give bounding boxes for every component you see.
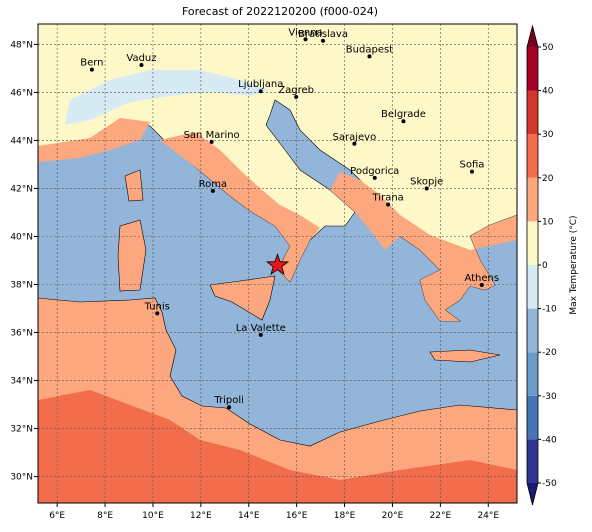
- colorbar-segment: [527, 134, 538, 178]
- city-dot: [321, 38, 326, 43]
- colorbar-label: Max Temperature (°C): [569, 215, 579, 314]
- island-sardinia: [117, 219, 147, 292]
- y-tick-label: 46°N: [10, 88, 33, 98]
- y-tick-label: 44°N: [10, 136, 33, 146]
- city-dot: [294, 94, 299, 99]
- city-dot: [424, 186, 429, 191]
- colorbar-tick-label: 30: [542, 130, 554, 140]
- colorbar-tick-label: 0: [542, 261, 548, 271]
- colorbar-tick-label: -50: [542, 479, 557, 489]
- marker-star: [265, 253, 290, 276]
- colorbar-under: [527, 483, 538, 505]
- y-tick-label: 38°N: [10, 281, 33, 291]
- colorbar-over: [527, 26, 538, 47]
- x-tick-label: 22°E: [430, 511, 452, 521]
- x-tick-label: 24°E: [477, 511, 499, 521]
- city-label: Budapest: [346, 44, 393, 55]
- colorbar-segment: [527, 352, 538, 396]
- x-tick-label: 8°E: [97, 511, 113, 521]
- colorbar-tick-label: 10: [542, 217, 554, 227]
- city-dot: [89, 67, 94, 72]
- island-crete: [429, 349, 501, 363]
- city-dot: [479, 282, 484, 287]
- city-label: Vienna: [288, 27, 322, 38]
- x-tick-label: 12°E: [190, 511, 212, 521]
- city-label: Roma: [199, 179, 228, 190]
- warm-zone: [38, 390, 517, 503]
- city-dot: [209, 139, 214, 144]
- city-label: Zagreb: [278, 85, 314, 96]
- x-tick-label: 10°E: [142, 511, 164, 521]
- city-label: Ljubljana: [238, 79, 283, 90]
- colorbar-segment: [527, 47, 538, 91]
- colorbar-segment: [527, 177, 538, 222]
- city-dot: [258, 332, 263, 337]
- city-label: Athens: [464, 273, 499, 284]
- city-dot: [303, 37, 308, 42]
- colorbar-segment: [527, 221, 538, 265]
- city-dot: [227, 405, 232, 410]
- city-dot: [139, 63, 144, 68]
- warm-coast-west: [38, 118, 150, 162]
- colorbar-tick-label: 50: [542, 43, 554, 53]
- city-label: Sarajevo: [333, 132, 377, 143]
- island-sicily: [209, 275, 276, 321]
- city-dot: [372, 175, 377, 180]
- y-tick-label: 32°N: [10, 425, 33, 435]
- city-label: Vaduz: [126, 53, 156, 64]
- city-dot: [386, 202, 391, 207]
- colorbar-segment: [527, 308, 538, 353]
- city-dot: [367, 54, 372, 59]
- colorbar-segment: [527, 395, 538, 440]
- warm-coast-italy: [160, 132, 320, 282]
- x-tick-label: 20°E: [382, 511, 404, 521]
- city-label: La Valette: [236, 323, 286, 334]
- colorbar-tick-label: -10: [542, 305, 557, 315]
- y-tick-label: 36°N: [10, 329, 33, 339]
- city-label: San Marino: [184, 130, 240, 141]
- map-frame: [37, 23, 518, 504]
- y-tick-label: 34°N: [10, 377, 33, 387]
- colorbar-tick-label: -40: [542, 435, 557, 445]
- axis-ticks: 6°E 8°E 10°E 12°E 14°E 16°E 18°E 20°E 22°E 24°E 30…: [10, 40, 499, 521]
- city-label: Tripoli: [213, 395, 244, 406]
- city-label: Podgorica: [350, 166, 399, 177]
- city-dot: [155, 311, 160, 316]
- city-label: Tunis: [144, 301, 170, 312]
- city-label: Bratislava: [298, 29, 348, 40]
- island-corsica: [124, 169, 144, 202]
- city-label: Sofia: [460, 160, 485, 171]
- city-label: Tirana: [372, 193, 404, 204]
- y-tick-label: 30°N: [10, 473, 33, 483]
- colorbar-tick-label: -30: [542, 392, 557, 402]
- city-dot: [210, 188, 215, 193]
- x-tick-label: 14°E: [238, 511, 260, 521]
- colorbar-tick-label: 40: [542, 87, 554, 97]
- map-title: Forecast of 2022120200 (f000-024): [182, 5, 378, 18]
- y-tick-label: 48°N: [10, 40, 33, 50]
- city-dot: [469, 169, 474, 174]
- colorbar-tick-label: 20: [542, 174, 554, 184]
- x-tick-label: 16°E: [286, 511, 308, 521]
- city-label: Belgrade: [381, 109, 426, 120]
- x-tick-label: 18°E: [334, 511, 356, 521]
- colorbar-segment: [527, 90, 538, 135]
- city-dot: [401, 119, 406, 124]
- city-dot: [352, 141, 357, 146]
- y-tick-label: 40°N: [10, 232, 33, 242]
- colorbar-segment: [527, 439, 538, 483]
- warm-coast-balkans: [330, 172, 517, 321]
- x-tick-label: 6°E: [49, 511, 65, 521]
- cold-alps: [65, 70, 270, 125]
- city-label: Skopje: [410, 176, 443, 187]
- colorbar: -50 -40 -30 -20 -10 0 10 20 30 40 50 Max Temperatur…: [526, 24, 579, 506]
- y-tick-label: 42°N: [10, 184, 33, 194]
- city-label: Bern: [80, 58, 103, 69]
- colorbar-tick-label: -20: [542, 348, 557, 358]
- colorbar-segment: [527, 265, 538, 309]
- city-dot: [258, 89, 263, 94]
